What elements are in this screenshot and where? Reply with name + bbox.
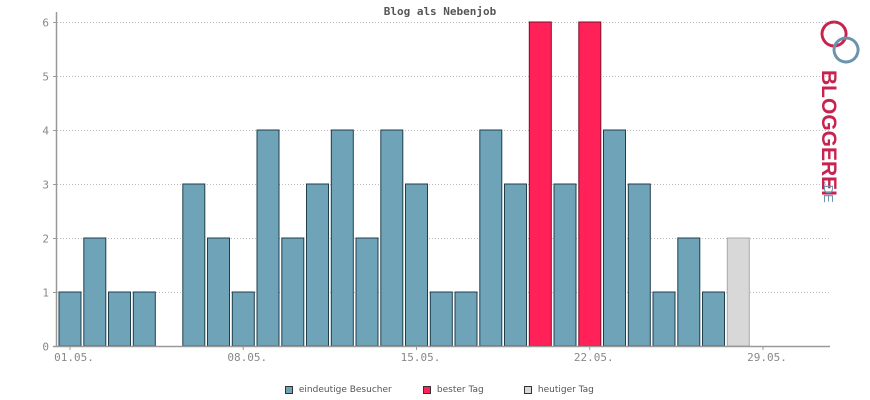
chart-title: Blog als Nebenjob	[383, 5, 497, 18]
bar-01.05.	[58, 291, 82, 347]
bar-10.05.	[281, 237, 305, 347]
bar-26.05.	[677, 237, 701, 347]
legend-swatch-today	[524, 386, 532, 394]
y-tick-label-1: 1	[42, 287, 49, 300]
bar-24.05.	[627, 183, 651, 347]
bar-28.05.	[726, 237, 750, 347]
legend-item-visitors: eindeutige Besucher	[285, 385, 392, 397]
y-tick-label-6: 6	[42, 17, 49, 30]
y-tick-label-4: 4	[42, 125, 49, 138]
legend-label-best: bester Tag	[436, 385, 484, 395]
y-tick-label-3: 3	[42, 179, 49, 192]
plot-area: 0 1 2 3 4 5 6 01.05. 08.05. 15.05. 22.05. 29.05.	[42, 12, 830, 364]
bar-12.05.	[330, 129, 354, 347]
x-tick-label-2: 15.05.	[401, 351, 441, 364]
logo-mark-icon	[820, 20, 860, 64]
x-tick-label-4: 29.05.	[747, 351, 787, 364]
bar-17.05.	[454, 291, 478, 347]
bar-04.05.	[132, 291, 156, 347]
legend-label-today: heutiger Tag	[537, 385, 594, 395]
bar-03.05.	[108, 291, 131, 347]
bar-27.05.	[702, 291, 725, 347]
bar-16.05.	[429, 291, 453, 347]
logo-text: BLOGGEREI	[817, 70, 840, 196]
bar-23.05.	[603, 129, 626, 347]
bar-09.05.	[256, 129, 280, 347]
bar-06.05.	[182, 183, 206, 347]
legend-item-today: heutiger Tag	[524, 385, 594, 397]
bar-15.05.	[405, 183, 428, 347]
logo-suffix: .DE	[821, 181, 836, 203]
y-tick-label-5: 5	[42, 71, 49, 84]
y-tick-label-0: 0	[42, 341, 49, 354]
legend-item-best: bester Tag	[423, 385, 484, 397]
bar-25.05.	[652, 291, 676, 347]
bar-20.05.	[528, 21, 552, 347]
bar-22.05.	[578, 21, 602, 347]
bloggerei-logo: BLOGGEREI .DE	[812, 18, 868, 218]
bar-02.05.	[83, 237, 107, 347]
legend-label-visitors: eindeutige Besucher	[298, 385, 392, 395]
x-tick-label-1: 08.05.	[227, 351, 267, 364]
x-tick-label-0: 01.05.	[54, 351, 94, 364]
bar-14.05.	[380, 129, 404, 347]
bar-18.05.	[479, 129, 503, 347]
legend: eindeutige Besucher bester Tag heutiger …	[0, 385, 870, 399]
bar-13.05.	[355, 237, 379, 347]
bar-08.05.	[231, 291, 255, 347]
bar-11.05.	[306, 183, 329, 347]
bar-21.05.	[553, 183, 577, 347]
bar-19.05.	[504, 183, 527, 347]
x-tick-label-3: 22.05.	[574, 351, 614, 364]
y-tick-label-2: 2	[42, 233, 49, 246]
legend-swatch-visitors	[285, 386, 293, 394]
legend-swatch-best	[423, 386, 431, 394]
bar-07.05.	[207, 237, 230, 347]
